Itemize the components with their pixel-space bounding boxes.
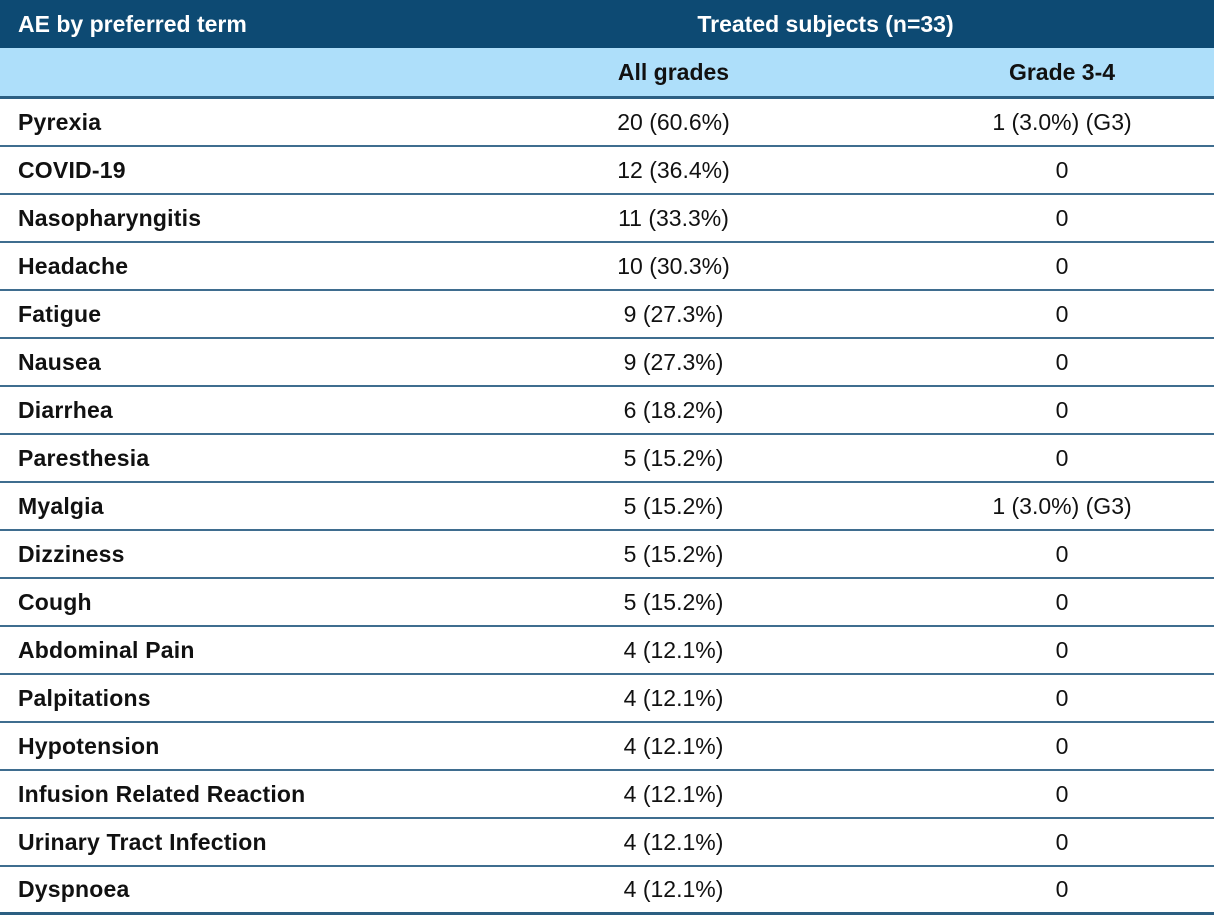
ae-term-cell: Nausea: [18, 348, 102, 375]
grade-3-4-cell: 0: [1055, 828, 1069, 855]
grade-3-4-cell: 0: [1055, 348, 1069, 375]
all-grades-cell: 5 (15.2%): [623, 588, 724, 615]
ae-term-cell: Abdominal Pain: [18, 636, 195, 663]
ae-term-cell: COVID-19: [18, 156, 126, 183]
all-grades-cell: 4 (12.1%): [623, 684, 724, 711]
table-row: Headache 10 (30.3%) 0: [0, 243, 1214, 291]
ae-term-cell: Palpitations: [18, 684, 151, 711]
grade-3-4-cell: 0: [1055, 252, 1069, 279]
ae-term-cell: Myalgia: [18, 492, 104, 519]
table-row: Paresthesia 5 (15.2%) 0: [0, 435, 1214, 483]
table-row: Dizziness 5 (15.2%) 0: [0, 531, 1214, 579]
ae-term-cell: Hypotension: [18, 732, 160, 759]
table-row: Myalgia 5 (15.2%) 1 (3.0%) (G3): [0, 483, 1214, 531]
all-grades-cell: 10 (30.3%): [617, 252, 730, 279]
ae-term-cell: Headache: [18, 252, 129, 279]
all-grades-cell: 9 (27.3%): [623, 300, 724, 327]
ae-term-cell: Paresthesia: [18, 444, 150, 471]
table-row: Urinary Tract Infection 4 (12.1%) 0: [0, 819, 1214, 867]
grade-3-4-cell: 0: [1055, 684, 1069, 711]
all-grades-cell: 20 (60.6%): [617, 108, 730, 135]
table-row: Nasopharyngitis 11 (33.3%) 0: [0, 195, 1214, 243]
ae-term-cell: Nasopharyngitis: [18, 204, 202, 231]
table-row: Nausea 9 (27.3%) 0: [0, 339, 1214, 387]
ae-term-cell: Dyspnoea: [18, 876, 130, 902]
grade-3-4-cell: 0: [1055, 780, 1069, 807]
table-row: Pyrexia 20 (60.6%) 1 (3.0%) (G3): [0, 99, 1214, 147]
ae-term-cell: Fatigue: [18, 300, 102, 327]
column-header-grade-3-4: Grade 3-4: [1008, 58, 1116, 85]
grade-3-4-cell: 0: [1055, 636, 1069, 663]
all-grades-cell: 5 (15.2%): [623, 540, 724, 567]
table-row: Hypotension 4 (12.1%) 0: [0, 723, 1214, 771]
table-row: Dyspnoea 4 (12.1%) 0: [0, 867, 1214, 915]
table-row: Palpitations 4 (12.1%) 0: [0, 675, 1214, 723]
grade-3-4-cell: 0: [1055, 540, 1069, 567]
ae-term-cell: Dizziness: [18, 540, 125, 567]
table-row: Infusion Related Reaction 4 (12.1%) 0: [0, 771, 1214, 819]
column-header-all-grades: All grades: [617, 58, 730, 85]
all-grades-cell: 5 (15.2%): [623, 444, 724, 471]
ae-term-cell: Urinary Tract Infection: [18, 828, 267, 855]
table-row: COVID-19 12 (36.4%) 0: [0, 147, 1214, 195]
table-row: Abdominal Pain 4 (12.1%) 0: [0, 627, 1214, 675]
table-row: Fatigue 9 (27.3%) 0: [0, 291, 1214, 339]
all-grades-cell: 5 (15.2%): [623, 492, 724, 519]
ae-term-cell: Diarrhea: [18, 396, 113, 423]
grade-3-4-cell: 0: [1055, 156, 1069, 183]
grade-3-4-cell: 0: [1055, 204, 1069, 231]
grade-3-4-cell: 0: [1055, 300, 1069, 327]
grade-3-4-cell: 0: [1055, 588, 1069, 615]
all-grades-cell: 11 (33.3%): [618, 204, 729, 231]
grade-3-4-cell: 1 (3.0%) (G3): [992, 492, 1132, 519]
table-row: Cough 5 (15.2%) 0: [0, 579, 1214, 627]
all-grades-cell: 4 (12.1%): [623, 828, 724, 855]
ae-term-cell: Infusion Related Reaction: [18, 780, 306, 807]
table-row: Diarrhea 6 (18.2%) 0: [0, 387, 1214, 435]
grade-3-4-cell: 0: [1055, 396, 1069, 423]
table-body: Pyrexia 20 (60.6%) 1 (3.0%) (G3) COVID-1…: [0, 99, 1214, 915]
ae-term-cell: Pyrexia: [18, 108, 102, 135]
all-grades-cell: 9 (27.3%): [623, 348, 724, 375]
table-header-row: AE by preferred term Treated subjects (n…: [0, 0, 1214, 48]
column-header-ae-term: AE by preferred term: [18, 10, 247, 37]
all-grades-cell: 4 (12.1%): [623, 636, 724, 663]
all-grades-cell: 4 (12.1%): [623, 876, 724, 902]
grade-3-4-cell: 0: [1055, 732, 1069, 759]
table-subheader-row: All grades Grade 3-4: [0, 48, 1214, 99]
grade-3-4-cell: 0: [1055, 444, 1069, 471]
all-grades-cell: 4 (12.1%): [623, 732, 724, 759]
all-grades-cell: 12 (36.4%): [617, 156, 730, 183]
grade-3-4-cell: 0: [1055, 876, 1069, 902]
all-grades-cell: 6 (18.2%): [623, 396, 724, 423]
ae-term-cell: Cough: [18, 588, 92, 615]
grade-3-4-cell: 1 (3.0%) (G3): [992, 108, 1132, 135]
all-grades-cell: 4 (12.1%): [623, 780, 724, 807]
column-group-treated-subjects: Treated subjects (n=33): [697, 10, 954, 37]
